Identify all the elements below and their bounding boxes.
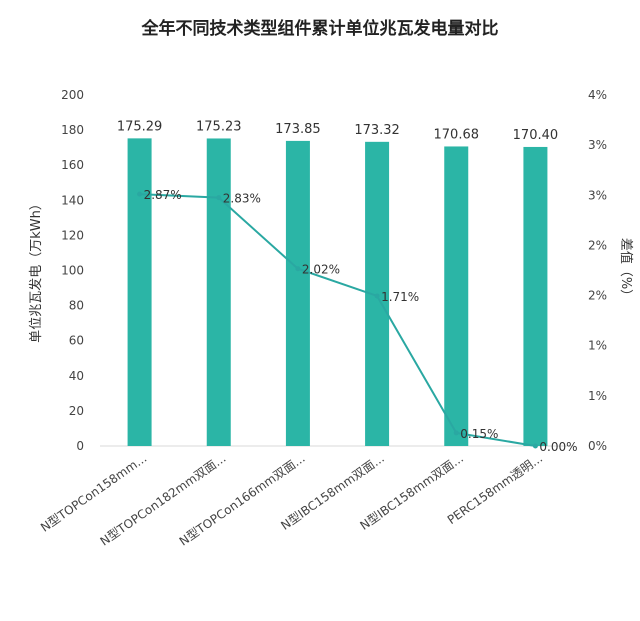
line-value-label: 2.87% (144, 188, 182, 202)
y-tick-label: 180 (61, 123, 84, 137)
y2-tick-label: 3% (588, 138, 607, 152)
line-point (532, 443, 538, 449)
bar (285, 140, 310, 446)
y-tick-label: 0 (76, 439, 84, 453)
y-axis-title: 单位兆瓦发电（万kWh） (28, 197, 44, 343)
line-point (295, 266, 301, 272)
line-series: 2.87% 2.83% 2.02% 1.71% 0.15% 0.00% (137, 188, 578, 454)
bar-series: 175.29N型TOPCon158mm...175.23N型TOPCon182m… (38, 119, 558, 548)
line-value-label: 2.83% (223, 192, 261, 206)
y2-tick-label: 4% (588, 88, 607, 102)
y-tick-label: 120 (61, 228, 84, 242)
y-tick-label: 160 (61, 158, 84, 172)
y2-tick-label: 2% (588, 289, 607, 303)
y2-tick-label: 0% (588, 439, 607, 453)
bar-value-label: 173.32 (354, 123, 400, 138)
line-point (137, 191, 143, 197)
bar (523, 146, 548, 446)
y-tick-label: 60 (69, 334, 84, 348)
bar (127, 138, 152, 447)
x-tick-label: N型TOPCon166mm双面... (177, 451, 308, 549)
bar-value-label: 175.29 (117, 119, 163, 134)
line-value-label: 0.15% (460, 427, 498, 441)
y-tick-label: 200 (61, 88, 84, 102)
line-point (453, 430, 459, 436)
y-tick-label: 20 (69, 404, 84, 418)
bar-value-label: 170.40 (513, 128, 559, 143)
axes: 0 20 40 60 80 100 120 140 160 180 200 0% 1% 1% 2% 2% 3% 3… (61, 88, 607, 453)
chart-title: 全年不同技术类型组件累计单位兆瓦发电量对比 (141, 18, 499, 39)
bar-value-label: 173.85 (275, 122, 321, 137)
line-value-label: 0.00% (539, 440, 577, 454)
y2-tick-label: 3% (588, 188, 607, 202)
line-value-label: 2.02% (302, 263, 340, 277)
bar-value-label: 170.68 (434, 127, 480, 142)
line-point (374, 293, 380, 299)
y-tick-label: 80 (69, 299, 84, 313)
line-value-label: 1.71% (381, 290, 419, 304)
bar (206, 138, 231, 446)
line-path (139, 193, 536, 447)
y2-tick-label: 1% (588, 389, 607, 403)
y2-tick-label: 2% (588, 238, 607, 252)
bar-value-label: 175.23 (196, 119, 242, 134)
y-tick-label: 40 (69, 369, 84, 383)
line-point (216, 195, 222, 201)
y-tick-label: 100 (61, 264, 84, 278)
y-tick-label: 140 (61, 193, 84, 207)
bar (444, 146, 469, 446)
y2-tick-label: 1% (588, 339, 607, 353)
x-tick-label: N型TOPCon182mm双面... (98, 451, 229, 549)
y2-axis-title: 差值（%） (618, 238, 634, 302)
